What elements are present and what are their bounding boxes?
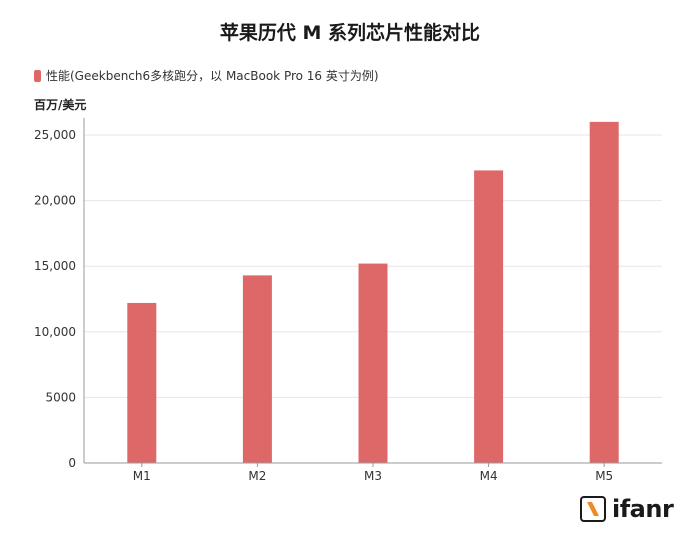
bar-m3: [358, 263, 388, 463]
bar-m4: [474, 170, 504, 463]
legend-label: 性能(Geekbench6多核跑分，以 MacBook Pro 16 英寸为例): [46, 69, 379, 83]
y-tick-label: 10,000: [34, 325, 76, 339]
ifanr-logo-icon: [580, 496, 606, 522]
x-tick-label: M5: [595, 469, 613, 483]
chart-title: 苹果历代 M 系列芯片性能对比: [219, 22, 481, 44]
x-tick-label: M2: [248, 469, 266, 483]
y-tick-label: 0: [68, 456, 76, 470]
y-tick-label: 5000: [45, 390, 76, 404]
y-axis-label: 百万/美元: [34, 98, 87, 112]
x-tick-label: M3: [364, 469, 382, 483]
y-tick-label: 20,000: [34, 194, 76, 208]
legend: 性能(Geekbench6多核跑分，以 MacBook Pro 16 英寸为例): [34, 67, 379, 84]
bar-m5: [589, 121, 619, 463]
x-tick-label: M4: [480, 469, 498, 483]
y-tick-label: 25,000: [34, 128, 76, 142]
legend-swatch: [34, 69, 41, 82]
bar-m2: [242, 275, 272, 463]
logo-text: ifanr: [612, 495, 674, 523]
ifanr-logo: ifanr: [580, 495, 674, 523]
y-tick-label: 15,000: [34, 259, 76, 273]
bar-m1: [127, 302, 157, 463]
x-tick-label: M1: [133, 469, 151, 483]
